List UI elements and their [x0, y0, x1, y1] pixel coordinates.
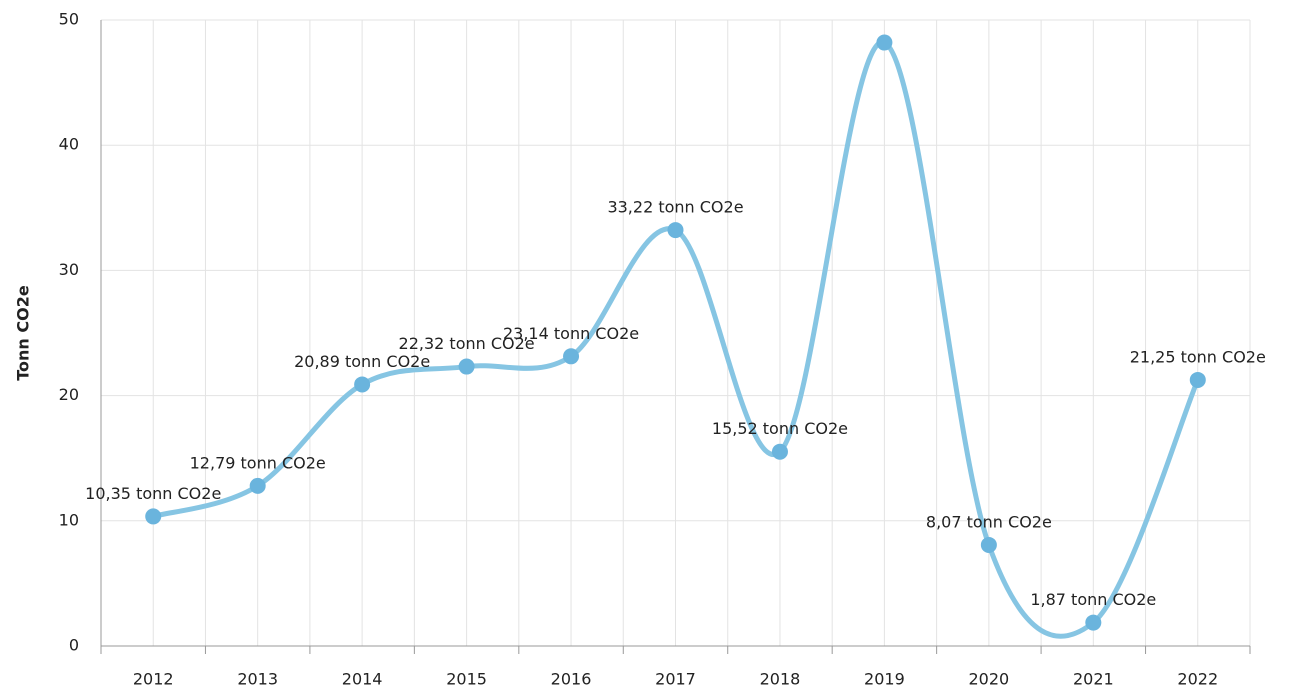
point [458, 358, 475, 375]
point [563, 348, 580, 365]
data-label: 23,14 tonn CO2e [503, 324, 639, 343]
data-label: 12,79 tonn CO2e [190, 453, 326, 472]
x-tick-label: 2018 [760, 670, 801, 689]
data-label: 1,87 tonn CO2e [1030, 590, 1156, 609]
point [354, 376, 371, 393]
data-label: 33,22 tonn CO2e [607, 198, 743, 217]
data-label: 8,07 tonn CO2e [926, 512, 1052, 531]
point [1085, 614, 1102, 631]
y-tick-label: 30 [59, 260, 79, 279]
y-tick-label: 50 [59, 10, 79, 29]
x-tick-label: 2013 [237, 670, 278, 689]
x-tick-label: 2020 [969, 670, 1010, 689]
y-tick-label: 40 [59, 135, 79, 154]
point [876, 34, 893, 51]
x-tick-label: 2017 [655, 670, 696, 689]
x-tick-label: 2015 [446, 670, 487, 689]
point [980, 536, 997, 553]
y-tick-label: 20 [59, 385, 79, 404]
y-axis-label: Tonn CO2e [14, 285, 33, 381]
point [667, 222, 684, 239]
data-label: 21,25 tonn CO2e [1130, 347, 1266, 366]
x-tick-label: 2021 [1073, 670, 1114, 689]
y-tick-label: 0 [69, 636, 79, 655]
data-label: 22,32 tonn CO2e [399, 334, 535, 353]
point [771, 443, 788, 460]
data-label: 20,89 tonn CO2e [294, 352, 430, 371]
point [1189, 371, 1206, 388]
data-label: 10,35 tonn CO2e [85, 484, 221, 503]
data-label: 15,52 tonn CO2e [712, 419, 848, 438]
x-tick-label: 2016 [551, 670, 592, 689]
x-tick-label: 2012 [133, 670, 174, 689]
x-tick-label: 2022 [1177, 670, 1218, 689]
x-tick-label: 2019 [864, 670, 905, 689]
x-tick-label: 2014 [342, 670, 383, 689]
point [145, 508, 162, 525]
y-tick-label: 10 [59, 510, 79, 529]
point [249, 477, 266, 494]
